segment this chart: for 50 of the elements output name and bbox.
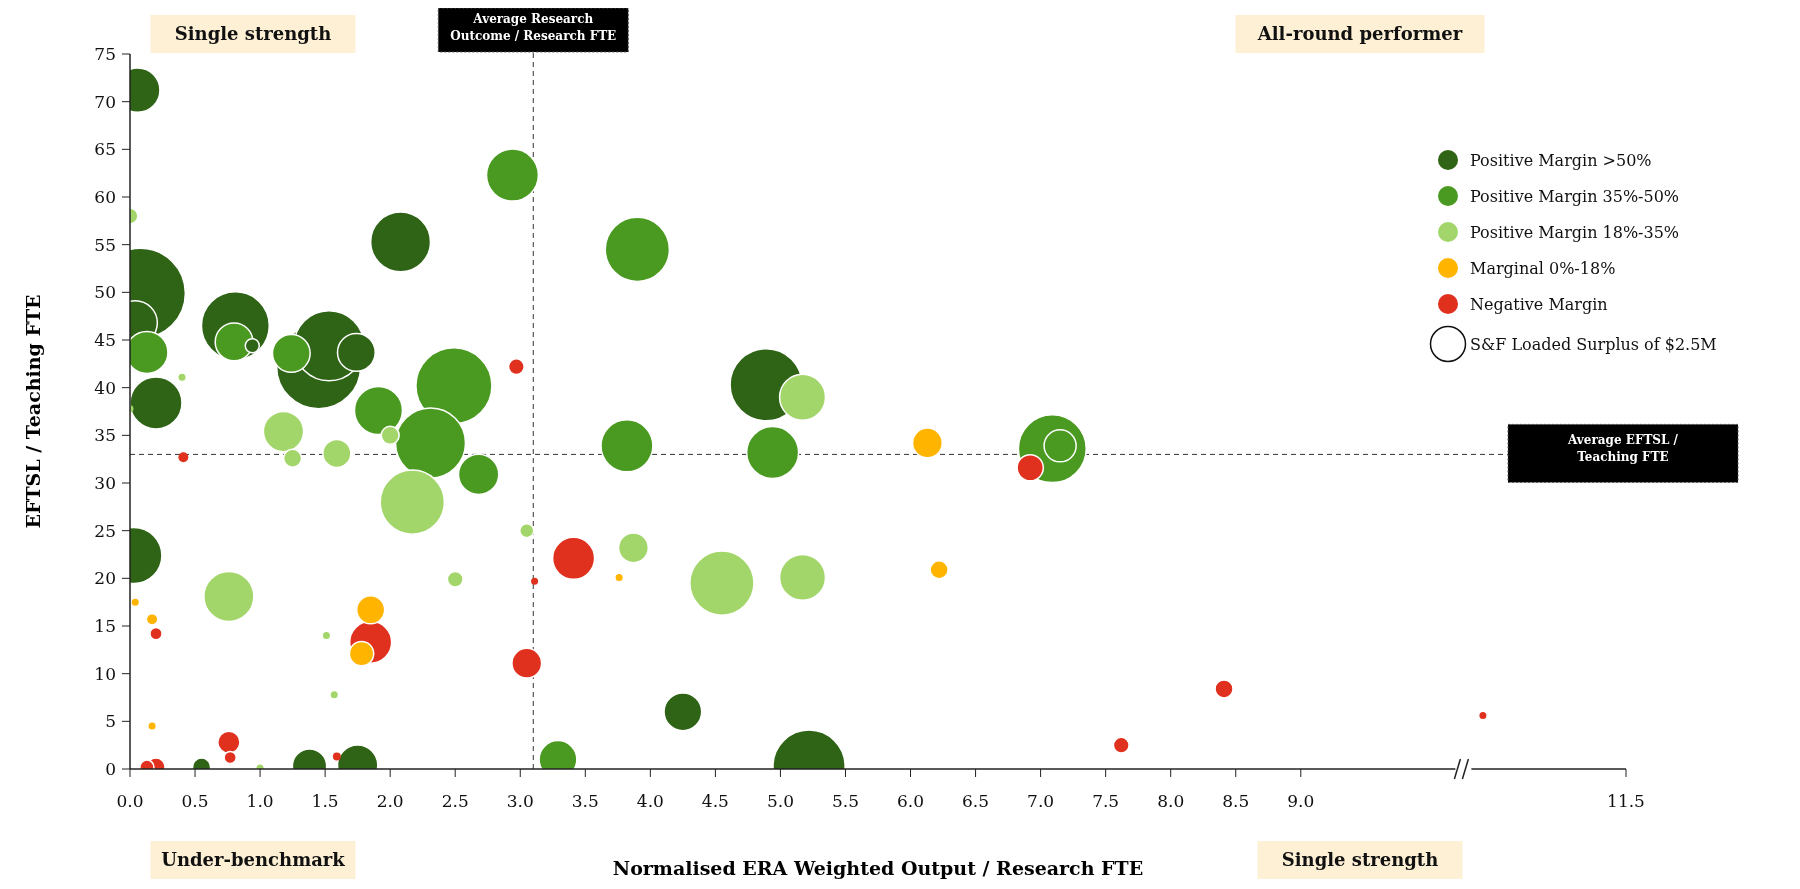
y-tick-label: 35 (94, 425, 116, 446)
x-tick-label: 5.5 (831, 791, 859, 811)
legend-label: Marginal 0%-18% (1470, 258, 1616, 278)
x-tick-label: 1.5 (311, 791, 339, 811)
x-tick-label: 8.5 (1222, 791, 1250, 811)
y-tick-label: 25 (94, 520, 116, 541)
text: Single strength (1281, 849, 1439, 871)
y-tick-label: 55 (94, 234, 116, 255)
y-tick-label: 70 (94, 91, 116, 112)
text: All-round performer (1256, 23, 1463, 45)
y-tick-label: 40 (94, 377, 116, 398)
y-tick-label: 0 (105, 758, 116, 779)
x-tick-label: 3.0 (506, 791, 534, 811)
ref-line-label: Average EFTSL / Teaching FTE (1567, 433, 1679, 465)
x-tick-label: 6.0 (897, 791, 925, 811)
x-tick-label: 8.0 (1157, 791, 1185, 811)
text: Single strength (174, 23, 332, 45)
legend-label: Positive Margin 18%-35% (1470, 222, 1680, 242)
text: Under-benchmark (161, 849, 346, 871)
x-tick-label: 1.0 (246, 791, 274, 811)
legend-label: Negative Margin (1470, 294, 1608, 314)
y-tick-label: 45 (94, 329, 116, 350)
x-tick-label: 3.5 (571, 791, 599, 811)
y-tick-label: 60 (94, 186, 116, 207)
x-tick-label: 7.5 (1092, 791, 1120, 811)
x-tick-label: 4.0 (636, 791, 664, 811)
legend-label: Positive Margin 35%-50% (1470, 186, 1680, 206)
x-tick-label: 6.5 (962, 791, 990, 811)
y-tick-label: 10 (94, 663, 116, 684)
y-tick-label: 15 (94, 615, 116, 636)
x-tick-label: 11.5 (1607, 791, 1645, 811)
legend-label: Positive Margin >50% (1470, 150, 1652, 170)
x-tick-label: 0.5 (181, 791, 209, 811)
y-tick-label: 5 (105, 711, 116, 732)
x-tick-label: 9.0 (1287, 791, 1315, 811)
x-axis-title: Normalised ERA Weighted Output / Research FTE (612, 857, 1144, 879)
x-tick-label: 7.0 (1027, 791, 1055, 811)
x-tick-label: 2.5 (441, 791, 469, 811)
legend-label: S&F Loaded Surplus of $2.5M (1470, 334, 1717, 354)
x-tick-label: 4.5 (701, 791, 729, 811)
y-tick-label: 50 (94, 282, 116, 303)
x-tick-label: 2.0 (376, 791, 404, 811)
x-tick-label: 5.0 (766, 791, 794, 811)
x-tick-label: 0.0 (116, 791, 144, 811)
ref-line-label: Average Research Outcome / Research FTE (450, 12, 617, 43)
y-tick-label: 30 (94, 472, 116, 493)
y-axis-title: EFTSL / Teaching FTE (22, 294, 44, 529)
y-tick-label: 20 (94, 568, 116, 589)
y-tick-label: 75 (94, 43, 116, 64)
y-tick-label: 65 (94, 139, 116, 160)
